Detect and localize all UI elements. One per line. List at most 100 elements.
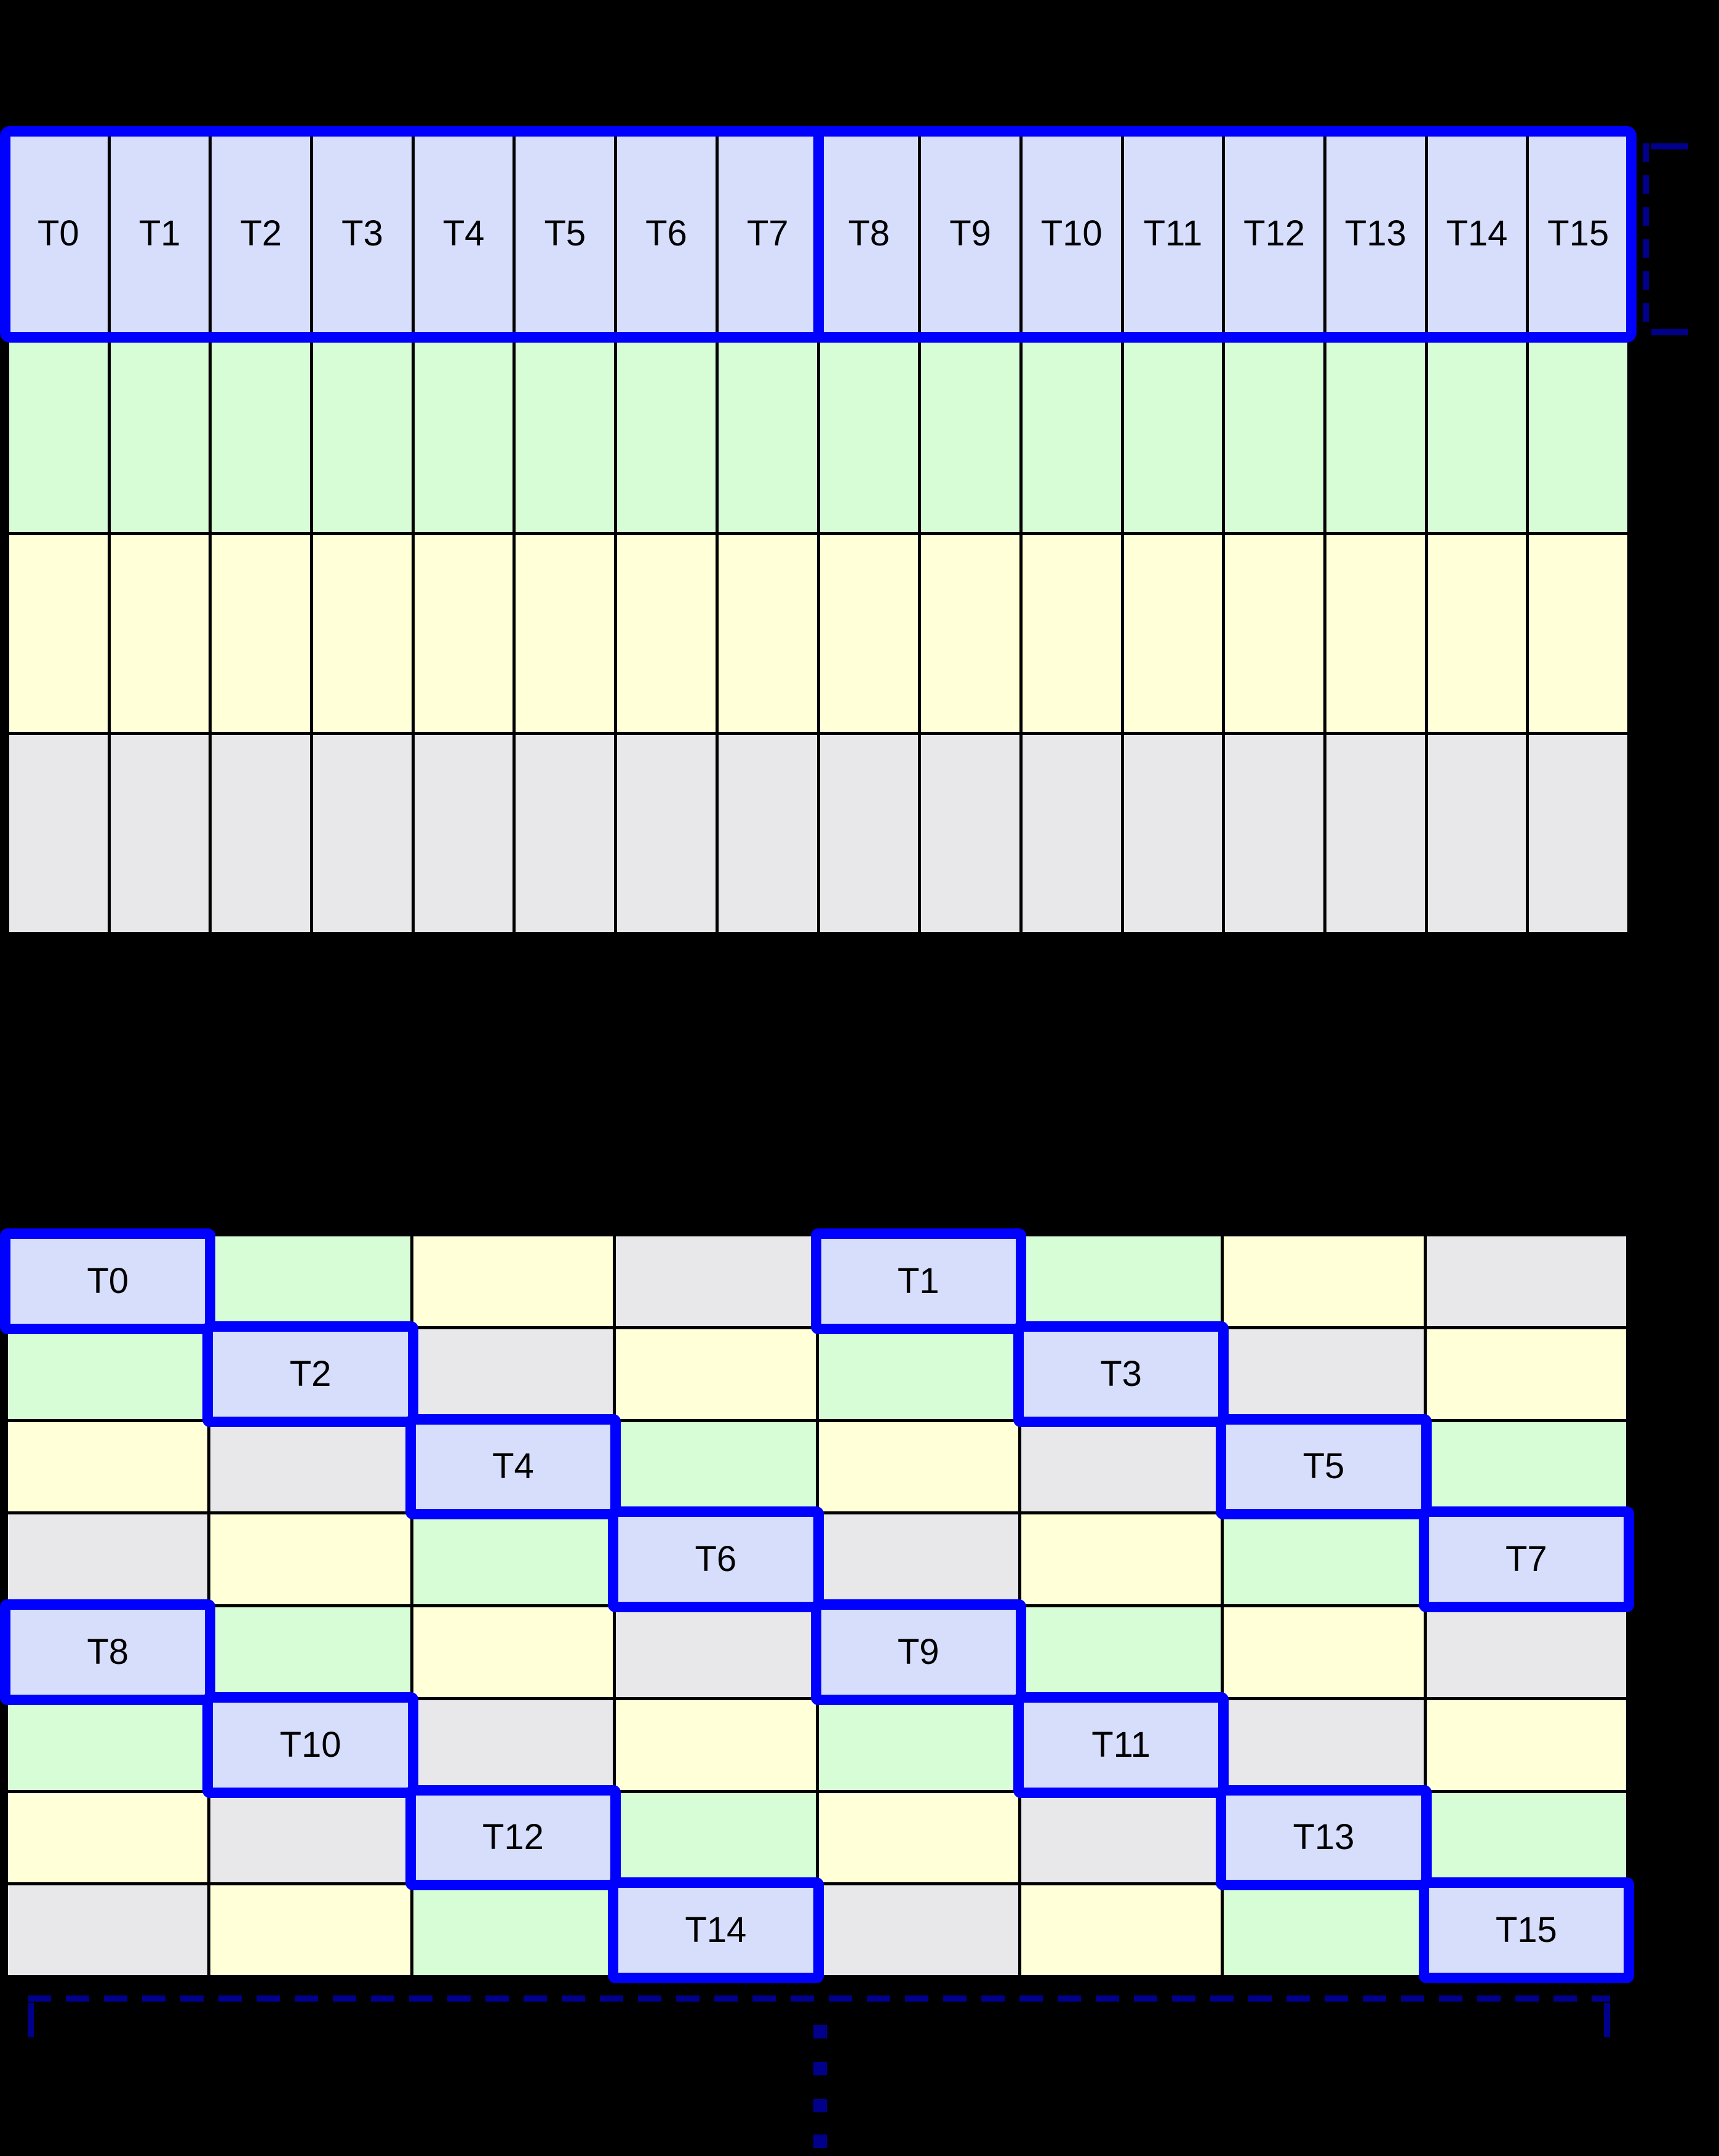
thread-cell-outline xyxy=(608,1877,824,1983)
ellipsis-dot xyxy=(813,2025,827,2039)
thread-label: T9 xyxy=(897,1631,939,1672)
thread-cell-T14: T14 xyxy=(1427,135,1526,332)
bank-cell-r2-c3 xyxy=(313,535,412,732)
thread-cell-T3: T3 xyxy=(1013,1321,1229,1427)
bank-cell-r2-c0 xyxy=(9,535,108,732)
bank-cell-r2-c14 xyxy=(1427,535,1526,732)
bank-cell-r6-c4 xyxy=(818,1792,1018,1883)
bank-cell-r1-c3 xyxy=(616,1329,816,1419)
bank-cell-r5-c7 xyxy=(1426,1700,1626,1790)
bank-cell-r1-c14 xyxy=(1427,335,1526,532)
thread-cell-outline xyxy=(0,1599,216,1705)
thread-cell-T6: T6 xyxy=(608,1506,824,1612)
thread-label: T7 xyxy=(746,213,789,253)
ellipsis-dot xyxy=(813,2099,827,2112)
bank-cell-r2-c12 xyxy=(1225,535,1323,732)
bank-cell-r2-c7 xyxy=(718,535,817,732)
swizzled-thread-grid-cells: T0 T1 T2 T3 T4 T5 T6 T7 T8 T9 T10 T11 T12 T13 T14 T15 xyxy=(0,1228,1634,1983)
bank-cell-r1-c15 xyxy=(1529,335,1627,532)
thread-cell-T12: T12 xyxy=(1225,135,1323,332)
thread-cell-T15: T15 xyxy=(1418,1877,1634,1983)
bank-cell-r0-c2 xyxy=(413,1236,613,1326)
thread-cell-outline xyxy=(202,1692,418,1798)
thread-label: T2 xyxy=(240,213,282,253)
bottom-bracket-left-tick xyxy=(28,2003,34,2037)
thread-label: T13 xyxy=(1344,213,1406,253)
thread-cell-T5: T5 xyxy=(1216,1414,1432,1520)
bank-cell-r0-c3 xyxy=(616,1236,816,1326)
bank-cell-r6-c1 xyxy=(210,1792,410,1883)
bank-cell-r6-c5 xyxy=(1021,1792,1221,1883)
bank-cell-r1-c7 xyxy=(718,335,817,532)
bank-cell-r2-c0 xyxy=(8,1422,208,1512)
thread-label: T8 xyxy=(848,213,890,253)
bank-cell-r3-c4 xyxy=(818,1514,1018,1604)
thread-cell-T8: T8 xyxy=(0,1599,216,1705)
bank-cell-r1-c8 xyxy=(820,335,919,532)
bank-cell-r4-c5 xyxy=(1021,1607,1221,1697)
thread-label: T15 xyxy=(1495,1910,1557,1951)
thread-cell-T2: T2 xyxy=(202,1321,418,1427)
thread-cell-T15: T15 xyxy=(1529,135,1627,332)
thread-cell-T4: T4 xyxy=(405,1414,621,1520)
bank-cell-r5-c2 xyxy=(413,1700,613,1790)
bank-cell-r6-c7 xyxy=(1426,1792,1626,1883)
thread-cell-outline xyxy=(1013,1321,1229,1427)
bottom-bracket-line xyxy=(28,1995,1610,2002)
thread-cell-outline xyxy=(405,1414,621,1520)
bank-cell-r7-c6 xyxy=(1224,1885,1424,1975)
ellipsis-dot xyxy=(813,2062,827,2075)
bank-cell-r1-c0 xyxy=(8,1329,208,1419)
thread-cell-T0: T0 xyxy=(9,135,108,332)
warp-half-divider xyxy=(813,127,824,341)
bank-cell-r3-c5 xyxy=(1021,1514,1221,1604)
thread-cell-T7: T7 xyxy=(1418,1506,1634,1612)
bank-cell-r3-c11 xyxy=(1123,735,1222,932)
thread-label: T14 xyxy=(685,1910,747,1951)
ellipsis-dot xyxy=(813,2134,827,2148)
bank-cell-r0-c5 xyxy=(1021,1236,1221,1326)
bank-cell-r1-c3 xyxy=(313,335,412,532)
bank-cell-r3-c9 xyxy=(921,735,1019,932)
bank-cell-r3-c2 xyxy=(212,735,311,932)
thread-cell-outline xyxy=(608,1506,824,1612)
thread-cell-outline xyxy=(1216,1784,1432,1891)
bank-cell-r7-c5 xyxy=(1021,1885,1221,1975)
bank-cell-r3-c0 xyxy=(9,735,108,932)
thread-cell-T14: T14 xyxy=(608,1877,824,1983)
bank-cell-r7-c2 xyxy=(413,1885,613,1975)
thread-label: T6 xyxy=(645,213,687,253)
bank-cell-r2-c4 xyxy=(414,535,513,732)
bank-cell-r2-c5 xyxy=(516,535,615,732)
right-bracket-bottom-tick xyxy=(1651,329,1688,335)
thread-label: T15 xyxy=(1547,213,1609,253)
thread-cell-outline xyxy=(202,1321,418,1427)
bank-cell-r6-c0 xyxy=(8,1792,208,1883)
bank-cell-r2-c2 xyxy=(212,535,311,732)
bank-cell-r3-c6 xyxy=(617,735,716,932)
bank-cell-r1-c7 xyxy=(1426,1329,1626,1419)
bank-cell-r1-c4 xyxy=(414,335,513,532)
thread-cell-T10: T10 xyxy=(202,1692,418,1798)
bank-cell-r3-c6 xyxy=(1224,1514,1424,1604)
thread-label: T13 xyxy=(1293,1817,1355,1858)
bank-cell-r5-c4 xyxy=(818,1700,1018,1790)
thread-cell-outline xyxy=(810,1599,1026,1705)
bank-cell-r7-c0 xyxy=(8,1885,208,1975)
bank-cell-r5-c6 xyxy=(1224,1700,1424,1790)
bank-cell-r5-c3 xyxy=(616,1700,816,1790)
bank-cell-r2-c4 xyxy=(818,1422,1018,1512)
thread-cell-T1: T1 xyxy=(810,1228,1026,1334)
thread-cell-outline xyxy=(1418,1506,1634,1612)
thread-label: T10 xyxy=(1040,213,1103,253)
thread-cell-T2: T2 xyxy=(212,135,311,332)
bank-cell-r7-c4 xyxy=(818,1885,1018,1975)
thread-cell-T0: T0 xyxy=(0,1228,216,1334)
bank-cell-r1-c6 xyxy=(1224,1329,1424,1419)
bank-cell-r1-c6 xyxy=(617,335,716,532)
bank-cell-r2-c1 xyxy=(110,535,209,732)
thread-label: T3 xyxy=(1100,1353,1142,1394)
thread-cell-outline xyxy=(1216,1414,1432,1520)
bank-cell-r1-c5 xyxy=(516,335,615,532)
thread-label: T10 xyxy=(279,1724,341,1765)
